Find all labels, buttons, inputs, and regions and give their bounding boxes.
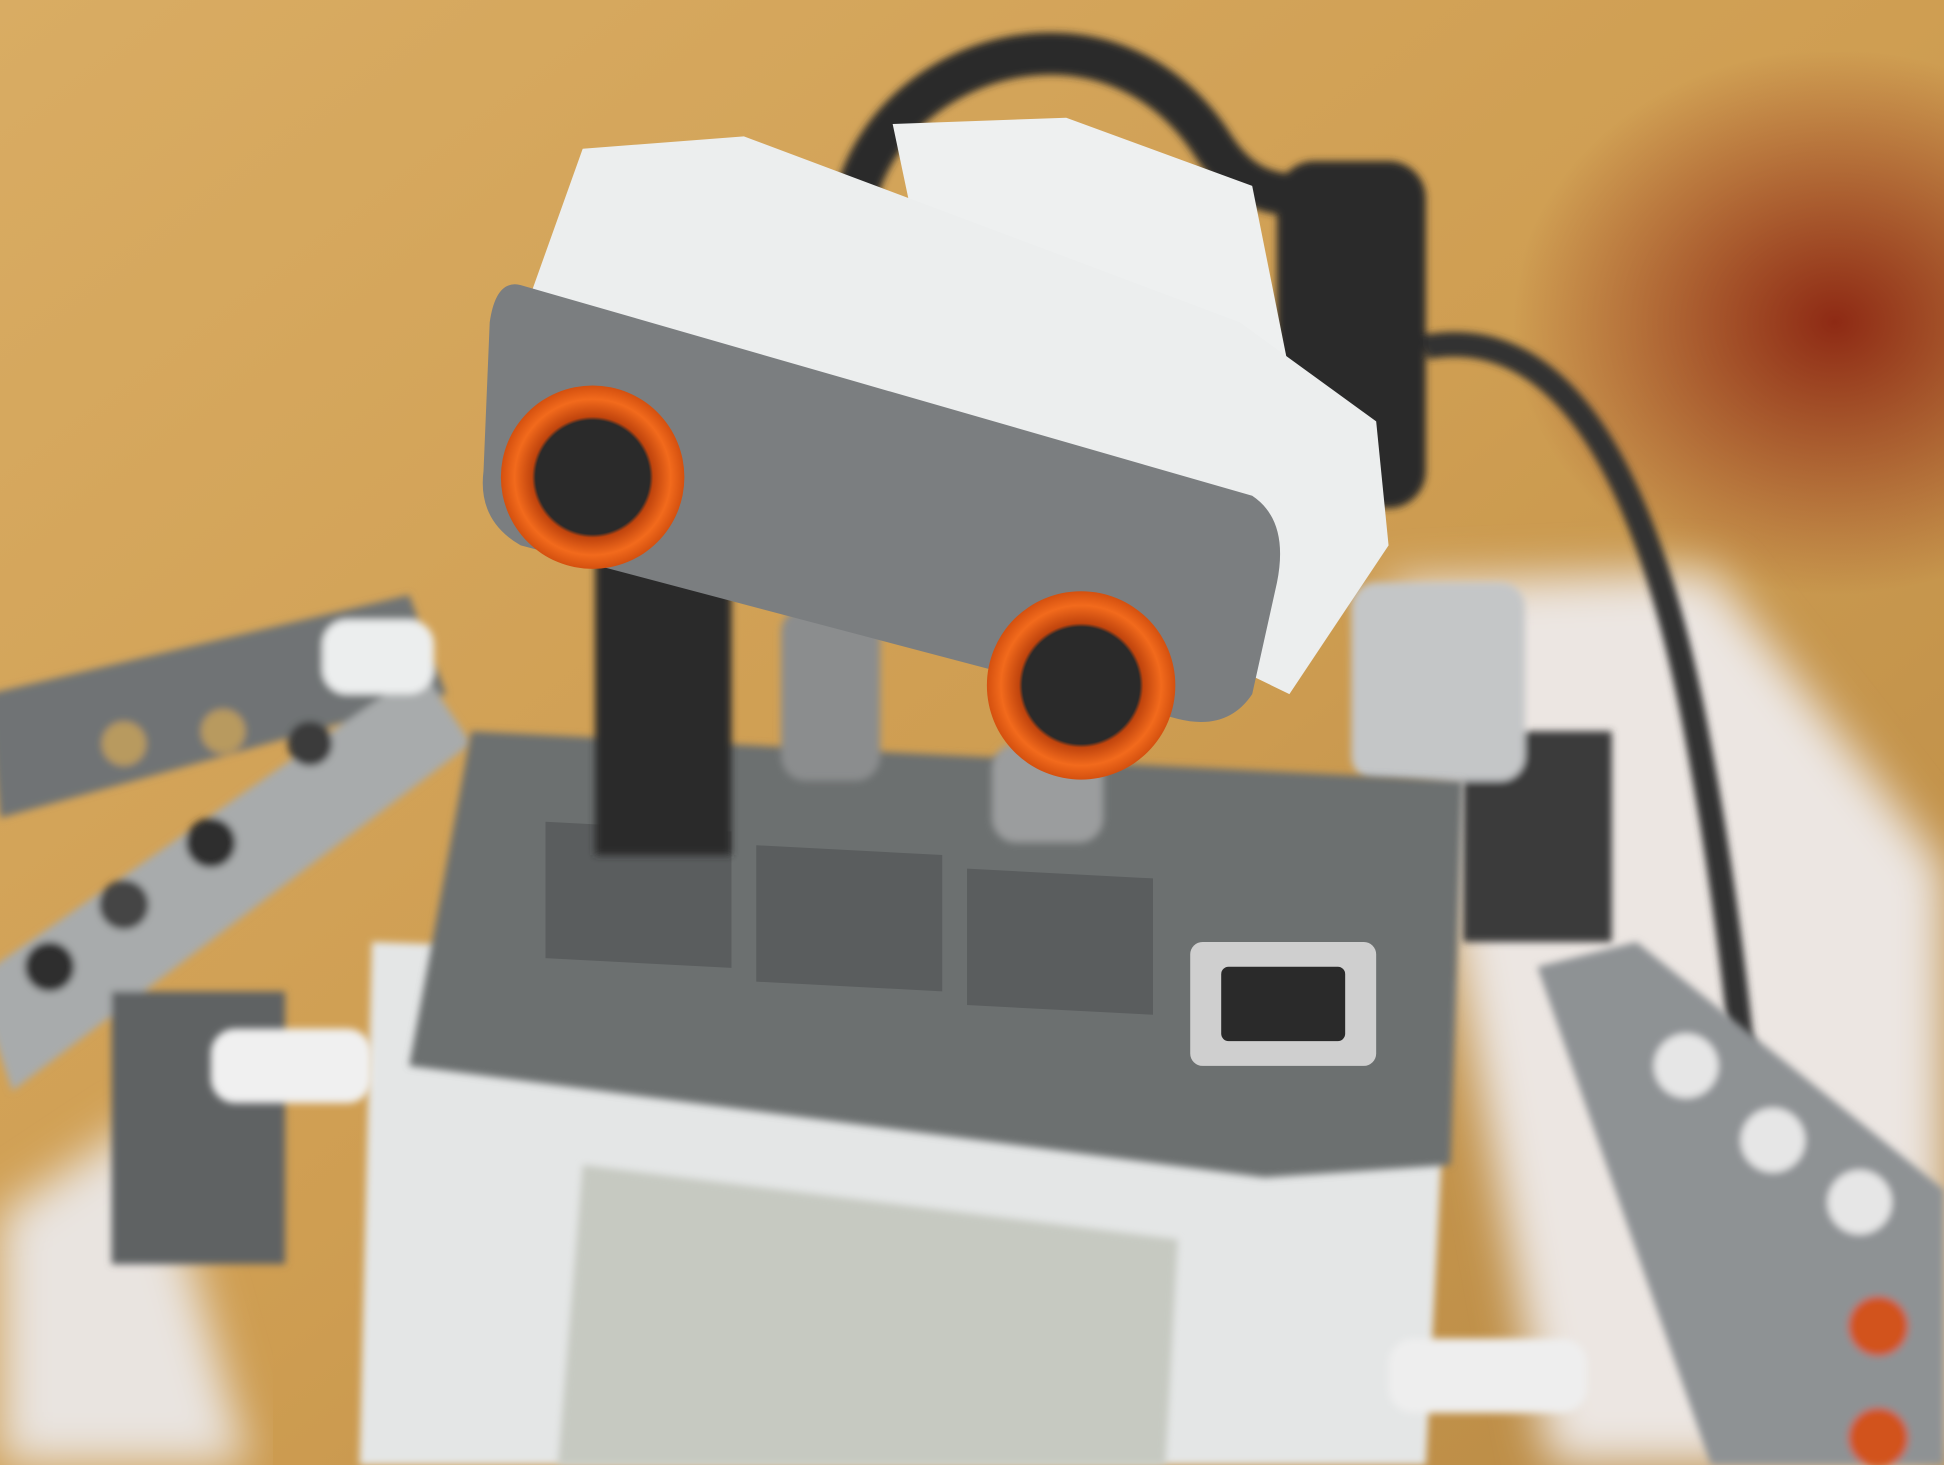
- side-button: [210, 1028, 372, 1104]
- peg: [1848, 1296, 1909, 1356]
- beam-hole: [185, 818, 236, 868]
- beam-hole: [24, 941, 75, 992]
- side-button: [1388, 1338, 1587, 1413]
- right-beams: [1351, 582, 1944, 1465]
- lcd-screen: [557, 1165, 1178, 1465]
- ultrasonic-sensor: [482, 117, 1389, 856]
- sensor-eye: [500, 385, 685, 569]
- beam-hole: [287, 721, 333, 766]
- port: [756, 845, 943, 992]
- beam-hole: [200, 708, 246, 754]
- white-surface-left: [0, 1115, 248, 1465]
- sensor-eye: [986, 591, 1176, 780]
- port: [545, 821, 732, 968]
- beam-hole: [1827, 1170, 1892, 1235]
- gear: [1351, 582, 1525, 781]
- sensor-mount: [595, 557, 732, 856]
- beam: [1537, 941, 1944, 1465]
- left-beams: [0, 594, 472, 1265]
- beam-hole: [101, 721, 147, 766]
- usb-port: [1221, 966, 1346, 1042]
- beam-hole: [1653, 1033, 1719, 1099]
- nxt-brick: [210, 731, 1587, 1465]
- sensor-axle: [781, 607, 881, 781]
- port: [967, 868, 1154, 1015]
- beam-hole: [99, 879, 149, 930]
- beam-hole: [1740, 1108, 1806, 1173]
- peg: [1848, 1407, 1909, 1465]
- axle-bush: [322, 619, 434, 695]
- beam: [0, 669, 472, 1091]
